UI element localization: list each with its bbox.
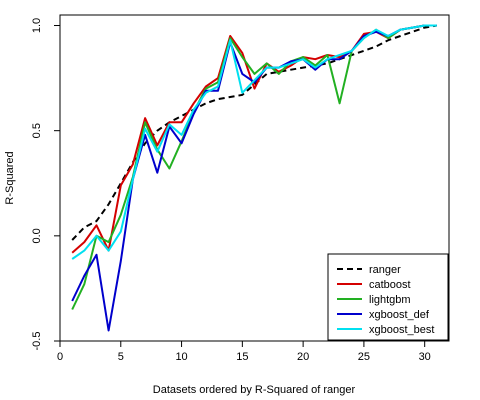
y-axis-label: R-Squared	[4, 151, 16, 204]
x-tick-label-30: 30	[419, 351, 431, 363]
legend-label-lightgbm: lightgbm	[369, 294, 411, 306]
plot-frame	[59, 14, 450, 342]
legend-label-ranger: ranger	[369, 264, 401, 276]
legend-label-catboost: catboost	[369, 279, 411, 291]
y-tick-label-0.5: 0.5	[31, 123, 43, 138]
axes-layer: 0 5 10 15 20 25 30 -0.5 0.0 0.5 1.0	[31, 18, 431, 363]
legend-label-xgboost-best: xgboost_best	[369, 324, 434, 336]
y-tick-label--0.5: -0.5	[31, 332, 43, 351]
legend: ranger catboost lightgbm xgboost_defxgboost…	[327, 253, 449, 341]
legend-label-xgboost-def: xgboost_def	[369, 309, 430, 321]
x-tick-label-25: 25	[358, 351, 370, 363]
series-line-xgboost-best	[71, 24, 437, 260]
x-tick-label-20: 20	[297, 351, 309, 363]
x-axis-label: Datasets ordered by R-Squared of ranger	[153, 384, 356, 396]
y-tick-label-0.0: 0.0	[31, 228, 43, 243]
x-tick-label-0: 0	[57, 351, 63, 363]
y-tick-label-1.0: 1.0	[31, 18, 43, 33]
x-tick-label-15: 15	[236, 351, 248, 363]
x-tick-label-10: 10	[175, 351, 187, 363]
x-tick-label-5: 5	[118, 351, 124, 363]
series-layer	[71, 24, 437, 332]
